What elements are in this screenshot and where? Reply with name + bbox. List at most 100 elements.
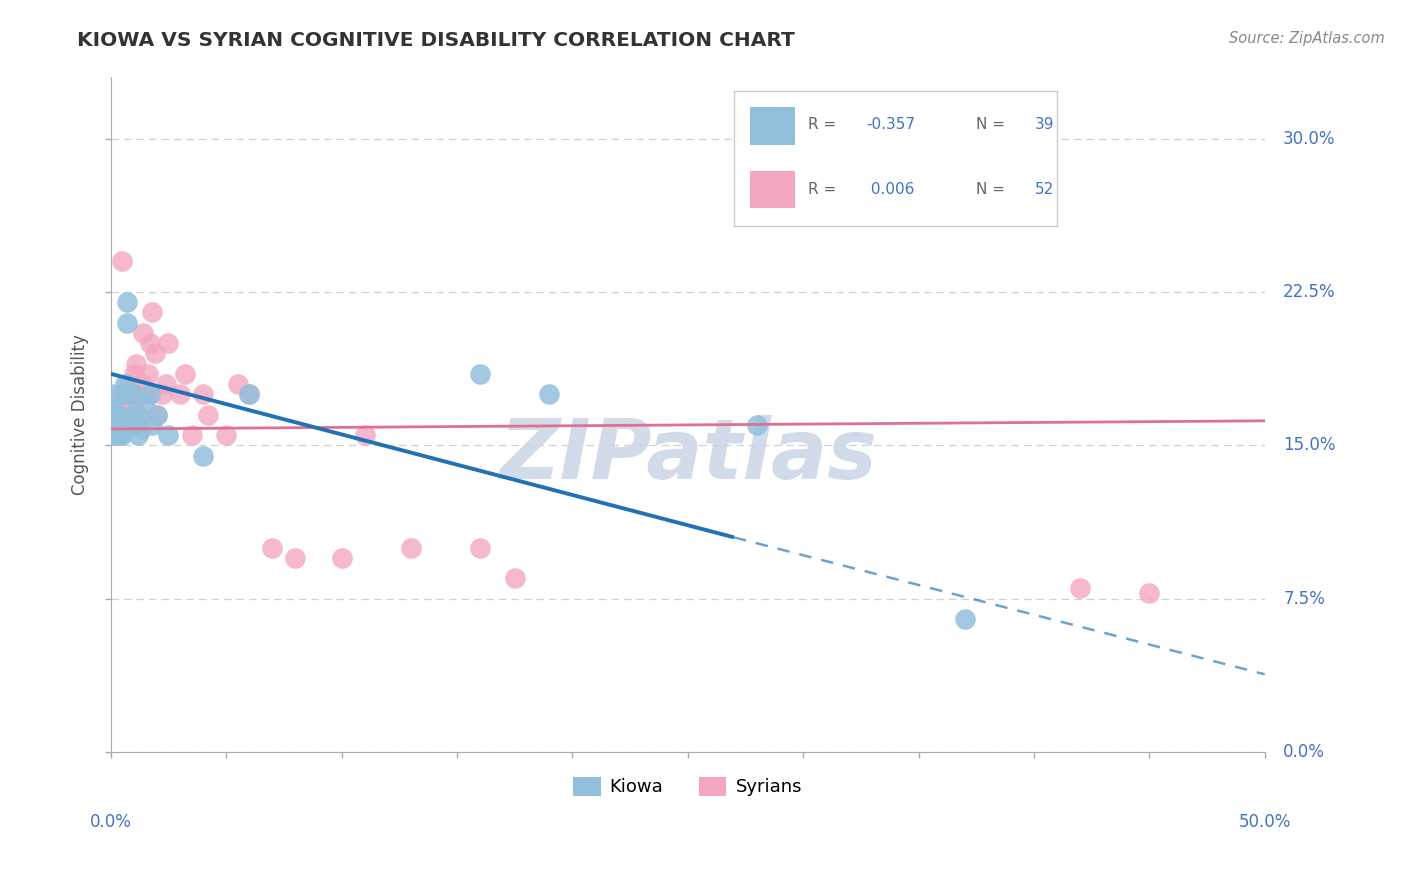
Point xyxy=(104,428,127,442)
Point xyxy=(238,387,260,401)
Point xyxy=(115,387,138,401)
Point xyxy=(146,408,169,422)
Point xyxy=(141,417,163,432)
Point xyxy=(104,408,127,422)
Point xyxy=(129,377,152,392)
Point xyxy=(284,550,307,565)
Point xyxy=(134,387,156,401)
Point xyxy=(104,417,127,432)
Point xyxy=(108,411,131,425)
Point xyxy=(101,408,124,422)
Point xyxy=(139,387,162,401)
Text: 0.0%: 0.0% xyxy=(90,814,132,831)
Point xyxy=(129,422,152,436)
Point xyxy=(197,408,219,422)
Point xyxy=(108,422,131,436)
Point xyxy=(330,550,353,565)
Point xyxy=(101,387,124,401)
Text: 15.0%: 15.0% xyxy=(1284,436,1336,454)
Point xyxy=(169,387,191,401)
Text: 50.0%: 50.0% xyxy=(1239,814,1291,831)
Point xyxy=(538,387,561,401)
Point xyxy=(111,417,134,432)
Point xyxy=(122,387,145,401)
Point xyxy=(114,414,136,428)
Point xyxy=(118,387,141,401)
Point xyxy=(107,422,129,436)
Point xyxy=(122,417,145,432)
Point xyxy=(745,417,768,432)
Point xyxy=(127,408,149,422)
Point xyxy=(101,414,124,428)
Point xyxy=(111,417,134,432)
Point xyxy=(503,571,526,585)
Point xyxy=(150,387,173,401)
Point xyxy=(146,408,169,422)
Point xyxy=(107,414,129,428)
Point xyxy=(122,397,145,411)
Text: 0.0%: 0.0% xyxy=(1284,743,1324,761)
Text: KIOWA VS SYRIAN COGNITIVE DISABILITY CORRELATION CHART: KIOWA VS SYRIAN COGNITIVE DISABILITY COR… xyxy=(77,31,794,50)
Point xyxy=(101,422,124,436)
Point xyxy=(122,367,145,381)
Text: Source: ZipAtlas.com: Source: ZipAtlas.com xyxy=(1229,31,1385,46)
Point xyxy=(115,397,138,411)
Point xyxy=(118,377,141,392)
Point xyxy=(121,408,143,422)
Point xyxy=(792,152,814,166)
Point xyxy=(157,336,180,351)
Point xyxy=(125,408,148,422)
Point xyxy=(104,417,127,432)
Point xyxy=(173,367,195,381)
Point xyxy=(111,254,134,268)
Point xyxy=(157,428,180,442)
Point xyxy=(139,336,162,351)
Point xyxy=(134,397,156,411)
Point xyxy=(121,408,143,422)
Point xyxy=(115,295,138,310)
Point xyxy=(132,326,155,340)
Point xyxy=(101,428,124,442)
Point xyxy=(238,387,260,401)
Y-axis label: Cognitive Disability: Cognitive Disability xyxy=(72,334,89,495)
Text: 22.5%: 22.5% xyxy=(1284,283,1336,301)
Point xyxy=(107,417,129,432)
Point xyxy=(136,367,159,381)
Point xyxy=(111,387,134,401)
Point xyxy=(127,428,149,442)
Point xyxy=(1069,582,1091,596)
Point xyxy=(107,414,129,428)
Point xyxy=(107,428,129,442)
Point xyxy=(115,316,138,330)
Point xyxy=(180,428,202,442)
Point xyxy=(1137,585,1160,599)
Point xyxy=(953,612,976,626)
Point xyxy=(215,428,238,442)
Point xyxy=(108,408,131,422)
Point xyxy=(114,422,136,436)
Point xyxy=(107,408,129,422)
Point xyxy=(191,387,214,401)
Point xyxy=(114,387,136,401)
Point xyxy=(104,408,127,422)
Point xyxy=(353,428,375,442)
Point xyxy=(118,387,141,401)
Point xyxy=(101,397,124,411)
Point xyxy=(468,541,491,555)
Point xyxy=(108,428,131,442)
Text: ZIPatlas: ZIPatlas xyxy=(499,415,877,496)
Point xyxy=(226,377,249,392)
Point xyxy=(114,377,136,392)
Point xyxy=(107,422,129,436)
Point xyxy=(191,449,214,463)
Point xyxy=(141,305,163,319)
Text: 7.5%: 7.5% xyxy=(1284,590,1324,607)
Point xyxy=(125,357,148,371)
Point xyxy=(262,541,284,555)
Legend: Kiowa, Syrians: Kiowa, Syrians xyxy=(567,770,810,804)
Point xyxy=(101,414,124,428)
Point xyxy=(143,346,166,360)
Point xyxy=(468,367,491,381)
Text: 30.0%: 30.0% xyxy=(1284,129,1336,148)
Point xyxy=(111,428,134,442)
